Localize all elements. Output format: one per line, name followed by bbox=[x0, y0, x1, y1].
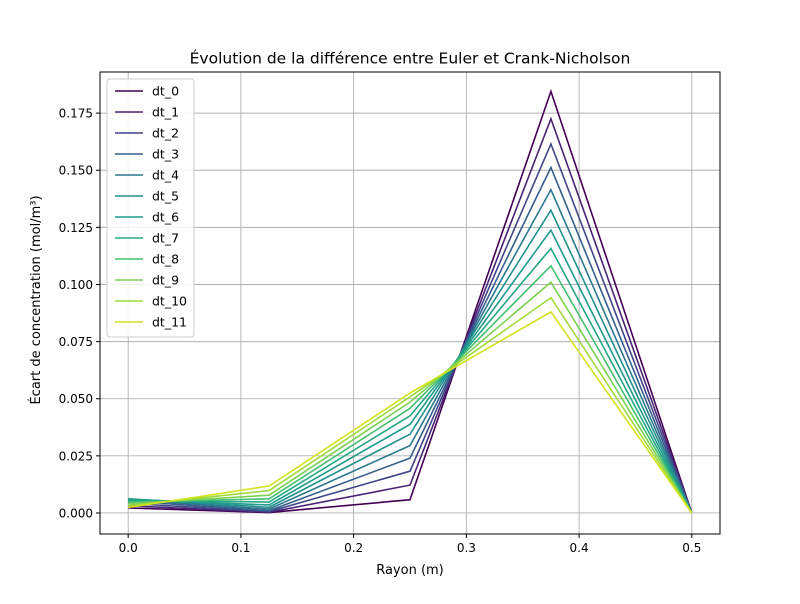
x-tick-label: 0.2 bbox=[344, 541, 363, 555]
x-axis-ticks: 0.0 0.1 0.2 0.3 0.4 0.5 bbox=[119, 534, 701, 555]
legend-label-dt_6: dt_6 bbox=[152, 210, 179, 225]
x-axis-label: Rayon (m) bbox=[376, 563, 444, 578]
series-line-dt_9 bbox=[128, 280, 693, 514]
legend-label-dt_1: dt_1 bbox=[152, 105, 179, 120]
chart-title: Évolution de la différence entre Euler e… bbox=[190, 49, 631, 68]
series-lines bbox=[128, 88, 693, 514]
series-line-dt_1 bbox=[128, 116, 693, 514]
series-line-dt_0 bbox=[128, 88, 693, 514]
x-tick-label: 0.0 bbox=[119, 541, 138, 555]
y-tick-label: 0.175 bbox=[59, 107, 93, 121]
x-tick-label: 0.5 bbox=[682, 541, 701, 555]
legend-label-dt_2: dt_2 bbox=[152, 126, 179, 141]
series-line-dt_7 bbox=[128, 246, 693, 514]
plot-area-frame bbox=[99, 71, 721, 535]
legend-box bbox=[106, 78, 195, 338]
legend-label-dt_10: dt_10 bbox=[152, 294, 187, 309]
y-axis-label: Écart de concentration (mol/m³) bbox=[28, 195, 44, 404]
legend-label-dt_3: dt_3 bbox=[152, 147, 179, 162]
x-tick-label: 0.4 bbox=[570, 541, 589, 555]
legend-label-dt_0: dt_0 bbox=[152, 84, 179, 99]
x-tick-label: 0.3 bbox=[457, 541, 476, 555]
legend-label-dt_9: dt_9 bbox=[152, 273, 179, 288]
y-axis-ticks: 0.000 0.025 0.050 0.075 0.100 0.125 0.150 0.175 bbox=[59, 107, 100, 520]
series-line-dt_6 bbox=[128, 228, 693, 514]
series-line-dt_4 bbox=[128, 187, 693, 514]
y-tick-label: 0.100 bbox=[59, 278, 93, 292]
series-line-dt_11 bbox=[128, 310, 693, 514]
legend-label-dt_7: dt_7 bbox=[152, 231, 179, 246]
series-line-dt_2 bbox=[128, 141, 693, 514]
y-tick-label: 0.000 bbox=[59, 506, 93, 520]
y-tick-label: 0.125 bbox=[59, 221, 93, 235]
y-tick-label: 0.025 bbox=[59, 449, 93, 463]
y-tick-label: 0.050 bbox=[59, 392, 93, 406]
legend-label-dt_4: dt_4 bbox=[152, 168, 179, 183]
y-tick-label: 0.150 bbox=[59, 164, 93, 178]
x-tick-label: 0.1 bbox=[231, 541, 250, 555]
legend-label-dt_5: dt_5 bbox=[152, 189, 179, 204]
y-tick-label: 0.075 bbox=[59, 335, 93, 349]
series-line-dt_8 bbox=[128, 264, 693, 514]
series-line-dt_10 bbox=[128, 296, 693, 514]
legend: dt_0 dt_1 dt_2 dt_3 dt_4 dt_5 dt_6 dt_7 dt_8 dt_9… bbox=[106, 78, 195, 338]
legend-label-dt_8: dt_8 bbox=[152, 252, 179, 267]
series-line-dt_5 bbox=[128, 208, 693, 514]
series-line-dt_3 bbox=[128, 165, 693, 514]
legend-label-dt_11: dt_11 bbox=[152, 315, 187, 330]
